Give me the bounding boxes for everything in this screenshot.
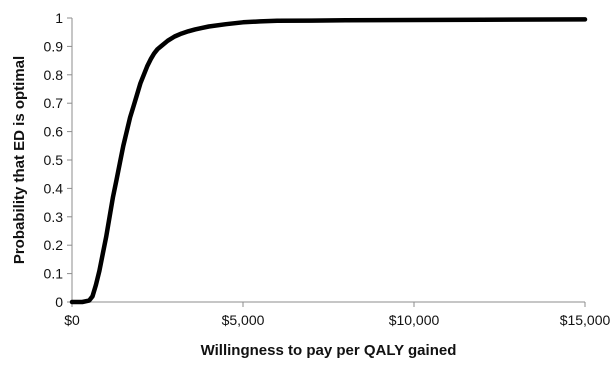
x-tick-label: $5,000 <box>222 312 265 328</box>
y-tick-label: 1 <box>55 10 63 26</box>
y-tick-label: 0 <box>55 294 63 310</box>
y-axis-title: Probability that ED is optimal <box>11 56 28 264</box>
y-tick-label: 0.4 <box>44 180 64 196</box>
x-tick-label: $0 <box>64 312 80 328</box>
series-layer <box>69 17 588 305</box>
x-tick-label: $15,000 <box>560 312 611 328</box>
x-axis-title: Willingness to pay per QALY gained <box>201 342 457 359</box>
y-tick-label: 0.7 <box>44 95 64 111</box>
series-line <box>69 17 588 305</box>
x-tick-label: $10,000 <box>389 312 440 328</box>
y-tick-label: 0.9 <box>44 38 64 54</box>
y-tick-label: 0.8 <box>44 67 64 83</box>
y-tick-label: 0.3 <box>44 209 64 225</box>
y-tick-label: 0.2 <box>44 237 64 253</box>
y-tick-label: 0.6 <box>44 124 64 140</box>
y-tick-label: 0.1 <box>44 266 64 282</box>
x-axis-ticks: $0 $5,000 $10,000 $15,000 <box>64 302 611 328</box>
y-axis-ticks: 0 0.1 0.2 0.3 0.4 0.5 0.6 0.7 0.8 0.9 1 <box>44 10 72 310</box>
y-tick-label: 0.5 <box>44 152 64 168</box>
